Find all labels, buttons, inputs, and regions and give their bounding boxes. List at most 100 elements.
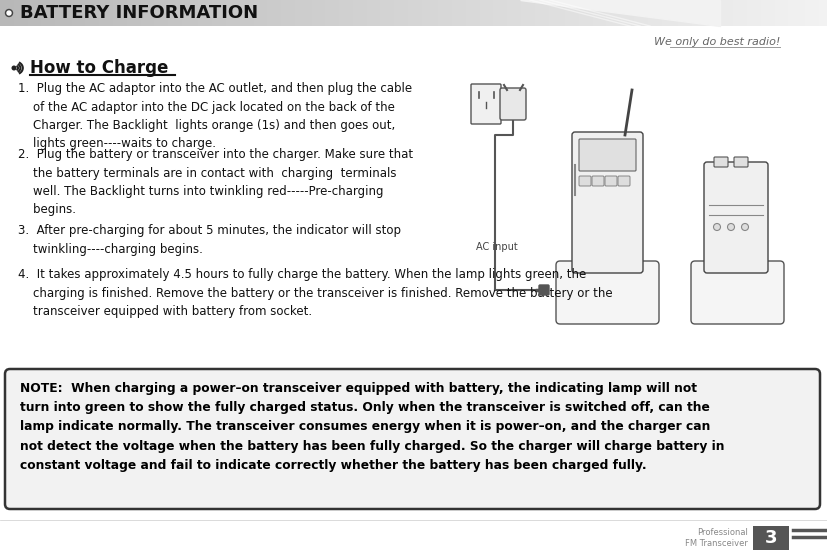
Bar xyxy=(626,0,629,26)
Bar xyxy=(36,0,40,26)
Bar xyxy=(108,0,112,26)
Bar xyxy=(618,0,621,26)
Bar xyxy=(777,0,782,26)
Bar xyxy=(648,0,652,26)
Bar xyxy=(337,0,340,26)
Bar xyxy=(703,0,707,26)
Bar xyxy=(543,0,547,26)
Bar xyxy=(405,0,409,26)
Bar xyxy=(138,0,141,26)
Bar xyxy=(595,0,600,26)
Bar xyxy=(99,0,103,26)
Bar xyxy=(651,0,654,26)
Bar xyxy=(480,0,484,26)
Bar xyxy=(389,0,393,26)
Bar xyxy=(466,0,470,26)
Bar xyxy=(124,0,128,26)
Text: How to Charge: How to Charge xyxy=(30,59,169,77)
Bar xyxy=(240,0,244,26)
Bar xyxy=(254,0,257,26)
Bar xyxy=(39,0,42,26)
Bar xyxy=(58,0,62,26)
Bar xyxy=(52,0,56,26)
Bar xyxy=(430,0,434,26)
Bar xyxy=(705,0,710,26)
Bar xyxy=(50,0,54,26)
Bar xyxy=(347,0,351,26)
Bar xyxy=(767,0,770,26)
Bar xyxy=(292,0,296,26)
Bar xyxy=(190,0,194,26)
Bar xyxy=(755,0,759,26)
Bar xyxy=(242,0,246,26)
Bar xyxy=(130,0,133,26)
Bar xyxy=(11,0,15,26)
Bar xyxy=(17,0,21,26)
Bar xyxy=(662,0,666,26)
Bar xyxy=(41,0,45,26)
Bar xyxy=(678,0,682,26)
Bar xyxy=(507,0,511,26)
Bar xyxy=(609,0,613,26)
Bar xyxy=(686,0,691,26)
Bar xyxy=(366,0,370,26)
Bar xyxy=(64,0,67,26)
Bar xyxy=(568,0,571,26)
Bar xyxy=(810,0,815,26)
FancyBboxPatch shape xyxy=(734,157,748,167)
FancyBboxPatch shape xyxy=(500,88,526,120)
Bar xyxy=(444,0,447,26)
Bar xyxy=(711,0,715,26)
Bar xyxy=(394,0,398,26)
Bar xyxy=(2,0,7,26)
Bar xyxy=(237,0,241,26)
Bar xyxy=(490,0,495,26)
Text: NOTE:  When charging a power–on transceiver equipped with battery, the indicatin: NOTE: When charging a power–on transceiv… xyxy=(20,382,724,472)
Bar xyxy=(0,0,4,26)
Bar xyxy=(571,0,575,26)
Circle shape xyxy=(714,224,720,231)
Bar xyxy=(441,0,445,26)
Bar xyxy=(275,0,280,26)
Bar xyxy=(488,0,492,26)
Bar xyxy=(532,0,536,26)
Bar xyxy=(717,0,720,26)
Bar xyxy=(85,0,89,26)
Bar xyxy=(523,0,528,26)
Bar xyxy=(22,0,26,26)
Bar xyxy=(122,0,125,26)
Bar xyxy=(482,0,486,26)
Circle shape xyxy=(7,11,11,15)
Bar xyxy=(184,0,189,26)
Bar xyxy=(93,0,98,26)
Bar xyxy=(248,0,252,26)
Bar xyxy=(259,0,263,26)
Bar xyxy=(391,0,395,26)
Bar xyxy=(438,0,442,26)
Bar xyxy=(742,0,745,26)
Bar xyxy=(8,0,12,26)
FancyBboxPatch shape xyxy=(592,176,604,186)
Bar xyxy=(196,0,199,26)
Bar xyxy=(102,0,106,26)
Bar xyxy=(221,0,224,26)
Bar xyxy=(452,0,456,26)
Bar xyxy=(573,0,577,26)
Bar xyxy=(469,0,472,26)
Bar xyxy=(60,0,65,26)
Bar xyxy=(364,0,368,26)
Bar xyxy=(66,0,70,26)
Bar xyxy=(631,0,635,26)
Bar xyxy=(719,0,724,26)
Bar xyxy=(179,0,183,26)
Bar xyxy=(629,0,633,26)
Text: 4.  It takes approximately 4.5 hours to fully charge the battery. When the lamp : 4. It takes approximately 4.5 hours to f… xyxy=(18,268,613,318)
Bar xyxy=(176,0,180,26)
Bar xyxy=(298,0,302,26)
Bar xyxy=(386,0,390,26)
Bar xyxy=(692,0,696,26)
Bar xyxy=(428,0,431,26)
Bar xyxy=(565,0,569,26)
Bar xyxy=(664,0,668,26)
FancyBboxPatch shape xyxy=(704,162,768,273)
